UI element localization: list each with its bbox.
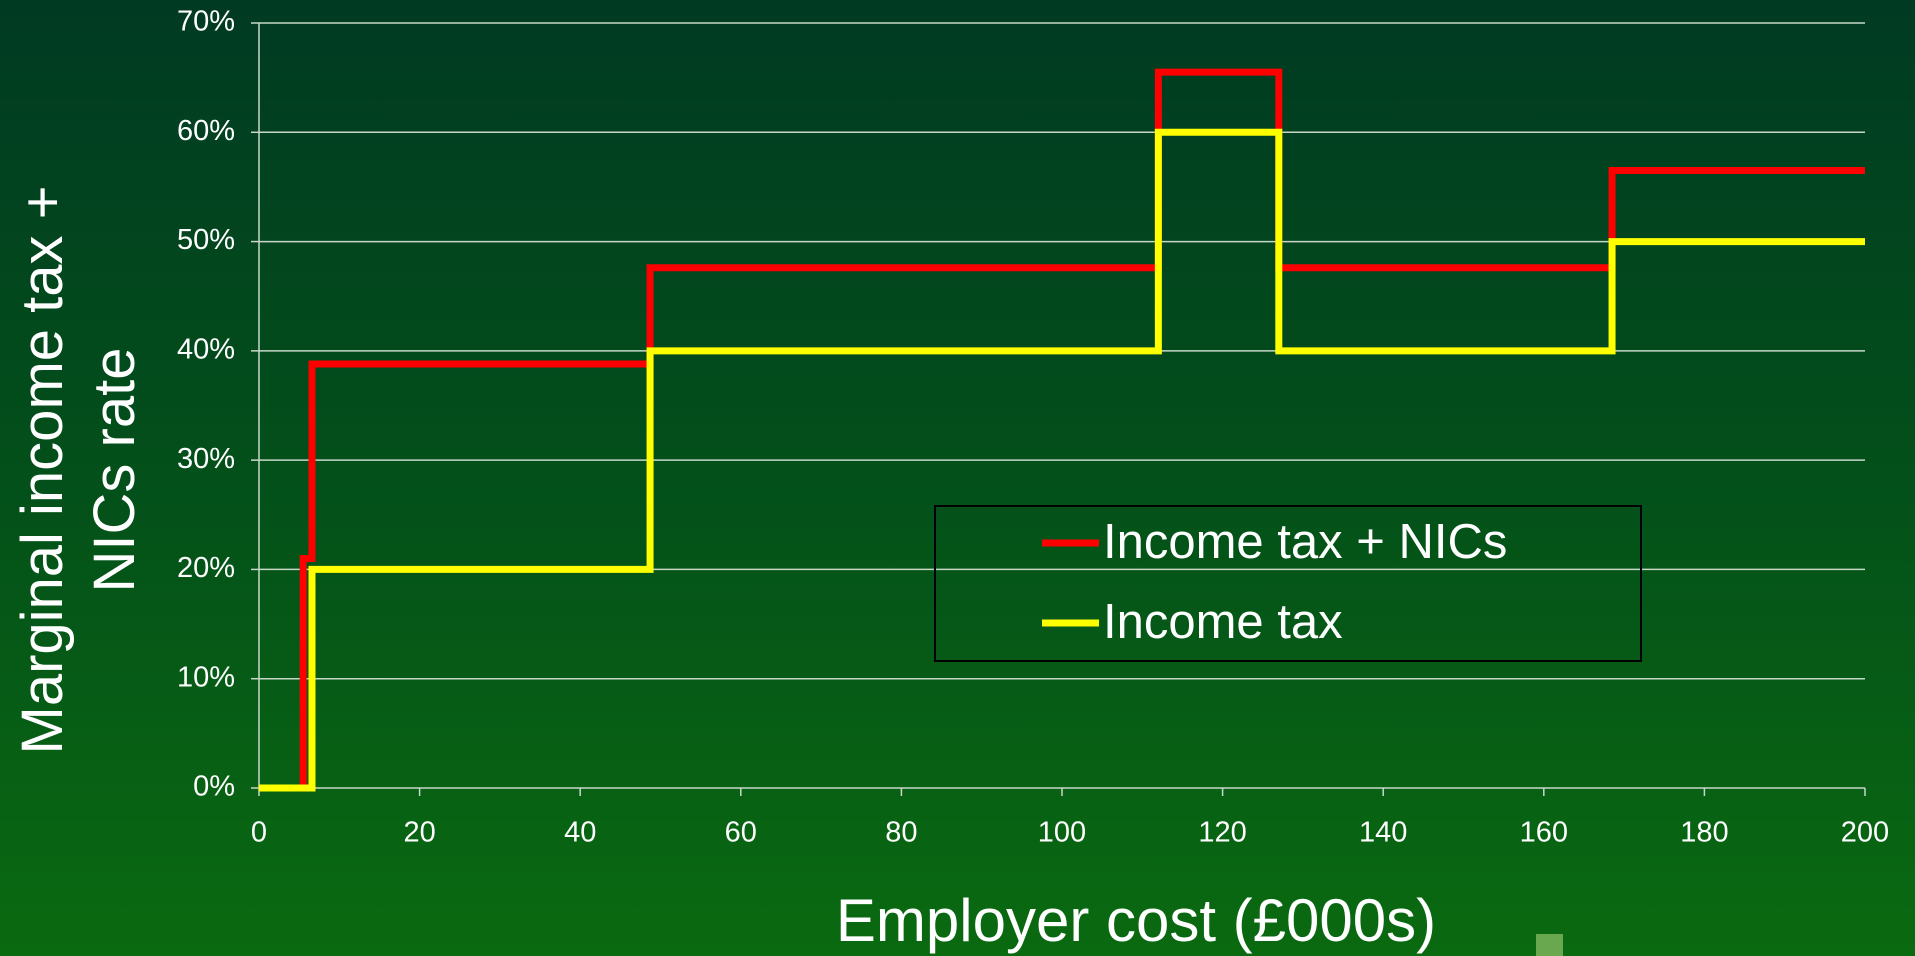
x-tick-label: 120 [1198,817,1246,849]
x-tick-label: 140 [1359,817,1407,849]
x-tick-label: 100 [1038,817,1086,849]
x-axis-label: Employer cost (£000s) [836,887,1436,954]
legend-label: Income tax [1103,595,1343,649]
x-tick-label: 60 [725,817,757,849]
y-axis-label: Marginal income tax + NICs rate [10,185,147,755]
y-tick-label: 10% [177,661,235,693]
x-tick-label: 200 [1841,817,1889,849]
decoration [1536,934,1563,956]
y-tick-label: 70% [177,6,235,38]
y-tick-label: 30% [177,443,235,475]
y-tick-label: 20% [177,552,235,584]
y-tick-label: 40% [177,334,235,366]
legend-box [934,505,1642,662]
series-line [259,128,1865,792]
x-tick-label: 160 [1520,817,1568,849]
y-tick-label: 50% [177,224,235,256]
y-tick-label: 0% [193,771,235,803]
x-tick-label: 20 [403,817,435,849]
y-tick-label: 60% [177,115,235,147]
series-line [259,68,1865,792]
x-tick-label: 180 [1680,817,1728,849]
x-tick-label: 80 [885,817,917,849]
x-tick-label: 40 [564,817,596,849]
x-tick-label: 0 [251,817,267,849]
legend-label: Income tax + NICs [1103,515,1507,569]
